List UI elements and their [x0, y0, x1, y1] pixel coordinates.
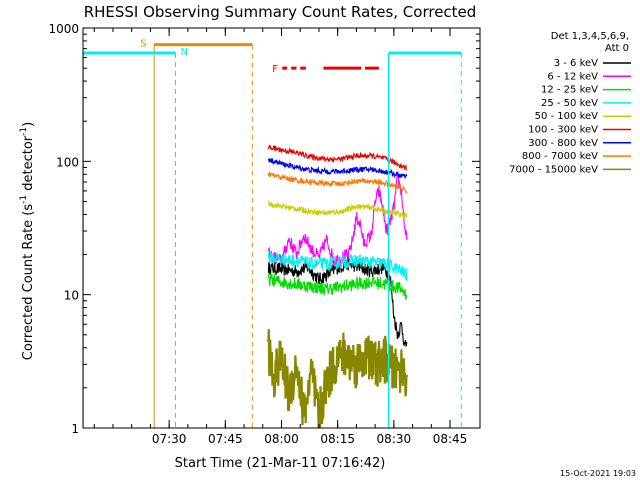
- legend-entry-label: 800 - 7000 keV: [522, 151, 598, 162]
- series-line-3: [267, 273, 408, 300]
- y-tick-label: 10: [64, 289, 79, 303]
- ticks-layer: [83, 27, 480, 429]
- legend-entry-label: 3 - 6 keV: [554, 58, 598, 69]
- x-tick-label: 07:45: [208, 432, 243, 446]
- ylabel-part-mid: detector: [21, 135, 36, 195]
- night-label: N: [181, 47, 188, 58]
- series-line-6: [267, 144, 407, 171]
- legend-header-line: Det 1,3,4,5,6,9,: [551, 31, 629, 42]
- legend-entry-label: 300 - 800 keV: [528, 138, 598, 149]
- series-line-8: [267, 171, 408, 194]
- flare-label: F: [272, 64, 278, 75]
- x-tick-label: 07:30: [152, 432, 187, 446]
- legend-entry-label: 7000 - 15000 keV: [509, 164, 598, 175]
- x-tick-label: 08:15: [320, 432, 355, 446]
- y-tick-label: 100: [56, 155, 79, 169]
- footer-timestamp: 15-Oct-2021 19:03: [560, 469, 636, 478]
- x-tick-label: 08:00: [264, 432, 299, 446]
- legend-header-line: Att 0: [605, 43, 629, 54]
- legend-entry-label: 100 - 300 keV: [528, 125, 598, 136]
- svg-text:Corrected Count Rate (s-1 dete: Corrected Count Rate (s-1 detector-1): [19, 122, 36, 360]
- ylabel-sup-2: -1: [19, 127, 29, 136]
- interval-layer: [83, 43, 462, 428]
- saa-label: S: [140, 39, 146, 50]
- legend-entry-label: 25 - 50 keV: [541, 98, 598, 109]
- x-tick-label: 08:30: [377, 432, 412, 446]
- series-line-1: [267, 255, 408, 347]
- y-axis-label: Corrected Count Rate (s-1 detector-1): [19, 122, 36, 360]
- plot-frame: [82, 27, 481, 429]
- y-tick-label: 1000: [48, 22, 79, 36]
- chart-title: RHESSI Observing Summary Count Rates, Co…: [84, 3, 477, 21]
- legend-entry-label: 6 - 12 keV: [547, 71, 598, 82]
- series-line-7: [267, 157, 408, 179]
- series-layer: [267, 144, 408, 428]
- ylabel-part-main: Corrected Count Rate (s: [21, 204, 36, 361]
- ylabel-sup-1: -1: [19, 195, 29, 204]
- series-line-2: [267, 173, 408, 266]
- labels-layer: S N F 07:30 07:45 08:00 08:15 08:30 08:45 1 10 100 1…: [48, 22, 467, 446]
- x-tick-label: 08:45: [433, 432, 468, 446]
- x-axis-label: Start Time (21-Mar-11 07:16:42): [175, 456, 386, 471]
- legend: Det 1,3,4,5,6,9,Att 0 3 - 6 keV 6 - 12 keV…: [509, 31, 631, 175]
- series-line-4: [267, 251, 408, 281]
- series-line-9: [267, 329, 408, 428]
- y-tick-label: 1: [71, 422, 79, 436]
- series-line-5: [267, 199, 408, 218]
- legend-entry-label: 50 - 100 keV: [535, 111, 599, 122]
- ylabel-part-end: ): [21, 122, 36, 127]
- legend-entry-label: 12 - 25 keV: [541, 85, 598, 96]
